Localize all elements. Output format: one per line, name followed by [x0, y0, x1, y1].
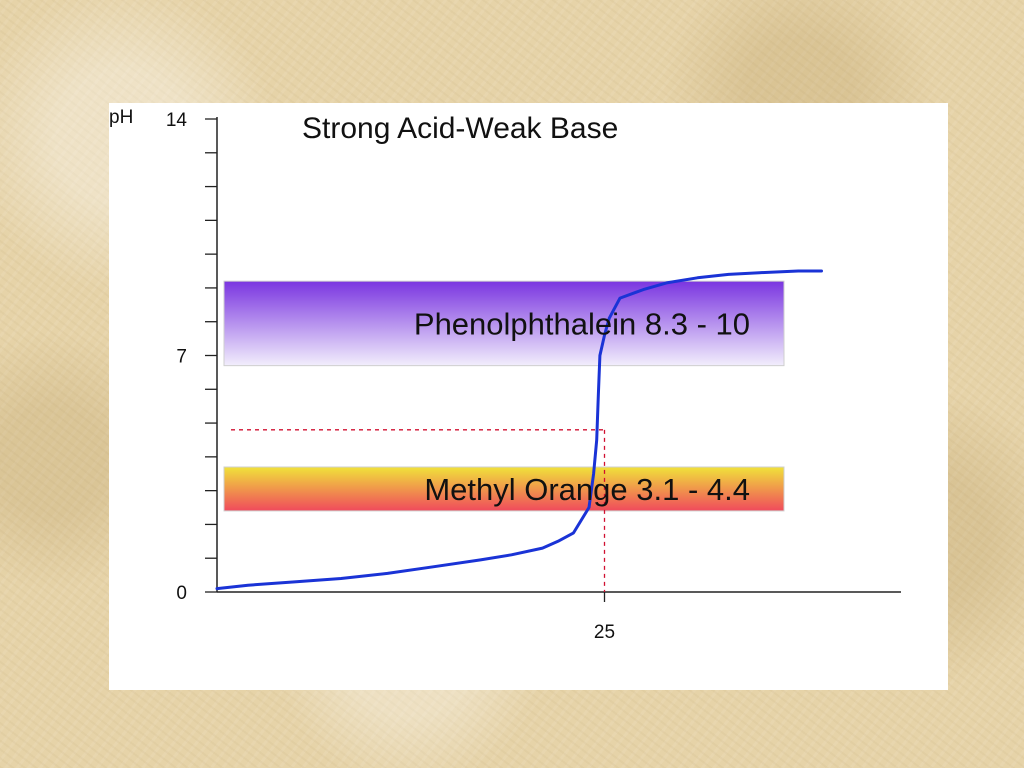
y-tick-label: 14 — [166, 110, 188, 131]
titration-chart: 0 7 14 25 Phenolphthalein 8.3 - 10 Methyl Or… — [109, 107, 901, 643]
indicator-band — [223, 466, 785, 512]
chart-title: Strong Acid-Weak Base — [302, 112, 618, 145]
indicator-band — [223, 280, 785, 367]
band-label: Methyl Orange 3.1 - 4.4 — [424, 472, 750, 507]
y-tick-label: 7 — [176, 347, 187, 368]
x-tick-label: 25 — [594, 622, 615, 643]
titration-curve — [215, 269, 823, 591]
y-tick-label: 0 — [176, 583, 187, 604]
chart-panel: 0 7 14 25 Phenolphthalein 8.3 - 10 Methyl Or… — [109, 103, 948, 690]
y-axis-label: pH — [109, 107, 133, 128]
band-label: Phenolphthalein 8.3 - 10 — [414, 306, 750, 341]
